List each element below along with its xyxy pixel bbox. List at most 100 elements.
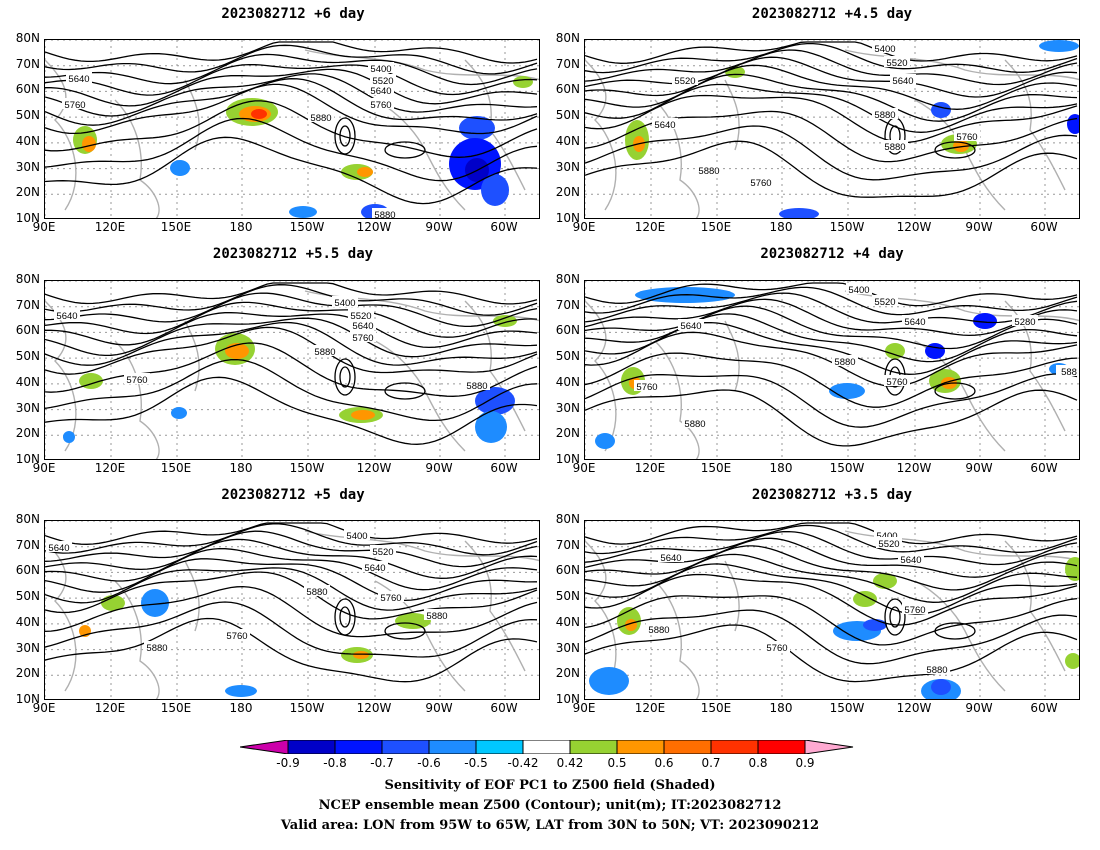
contour-label-bg — [370, 545, 396, 556]
coastline — [1004, 540, 1066, 672]
colorbar-tick-label: 0.5 — [607, 756, 627, 770]
z500-closed-contour — [334, 358, 356, 396]
z500-contour — [585, 553, 1078, 603]
lon-tick-label: 150W — [829, 220, 865, 234]
z500-contour — [45, 585, 538, 638]
sensitivity-shade — [1067, 114, 1079, 134]
lon-tick-label: 60W — [490, 220, 518, 234]
contour-label: 5640 — [364, 563, 385, 574]
z500-contour — [585, 140, 1078, 198]
z500-contour — [45, 301, 538, 338]
contour-label: 5640 — [900, 555, 921, 566]
lat-tick-label: 60N — [555, 82, 580, 97]
lat-tick-label: 40N — [15, 614, 40, 629]
sensitivity-shade — [475, 411, 507, 443]
caption-line-1: Sensitivity of EOF PC1 to Z500 field (Sh… — [384, 778, 716, 793]
contour-label-bg — [368, 62, 394, 73]
caption-line-3: Valid area: LON from 95W to 65W, LAT fro… — [280, 818, 820, 833]
colorbar — [240, 740, 854, 754]
sensitivity-shade — [1039, 40, 1079, 52]
map-panel-1: 5400 5520 5640 5760 5880 5640 5760 5880 — [44, 39, 540, 219]
lat-tick-label: 40N — [555, 614, 580, 629]
sensitivity-shade — [79, 373, 103, 389]
contour-label-bg — [350, 331, 376, 342]
z500-contour — [585, 522, 1078, 545]
contour-label: 5880 — [466, 381, 487, 392]
z500-contour — [585, 83, 1078, 133]
map-panel-4: 5400 5520 5640 5280 5640 5760 5880 5760 5880 588 — [584, 280, 1080, 460]
z500-contour — [585, 41, 1078, 64]
z500-contour — [45, 601, 538, 658]
coastline — [654, 340, 700, 459]
coastline — [45, 59, 77, 211]
lat-tick-label: 50N — [555, 349, 580, 364]
contour-label-bg — [652, 118, 678, 129]
sensitivity-shade — [101, 595, 125, 611]
lon-tick-label: 180 — [769, 701, 793, 715]
contour-label-bg — [902, 315, 928, 326]
colorbar-swatch — [334, 740, 383, 754]
lat-tick-label: 80N — [555, 512, 580, 526]
contour-label: 5640 — [892, 76, 913, 87]
contour-label: 5520 — [674, 76, 695, 87]
contour-label: 5880 — [374, 210, 395, 219]
colorbar-max-arrow — [804, 740, 854, 754]
colorbar-swatch — [522, 740, 571, 754]
contour-label: 5400 — [346, 531, 367, 542]
z500-contour — [585, 573, 1078, 626]
lat-tick-label: 70N — [15, 297, 40, 312]
lat-tick-label: 70N — [555, 537, 580, 552]
lon-tick-label: 90E — [32, 220, 56, 234]
contour-label-bg — [124, 373, 150, 384]
contour-label: 5880 — [314, 347, 335, 358]
coastline — [585, 540, 617, 692]
lon-tick-label: 120E — [94, 461, 126, 475]
caption-line-2: NCEP ensemble mean Z500 (Contour); unit(… — [318, 798, 782, 813]
map-canvas: 5400 5520 5640 5520 5640 5760 5880 5760 5880 5880 — [585, 40, 1079, 218]
z500-closed-contour — [339, 606, 351, 628]
coastline — [114, 580, 160, 699]
lon-tick-label: 90E — [572, 461, 596, 475]
lat-tick-label: 10N — [15, 211, 40, 225]
colorbar-swatch — [710, 740, 759, 754]
lon-tick-label: 150E — [160, 701, 192, 715]
sensitivity-shade — [973, 313, 997, 329]
panel-title-6: 2023082712 +3.5 day — [751, 487, 913, 503]
z500-closed-contour — [934, 141, 976, 159]
panel-title-4: 2023082712 +4 day — [760, 246, 904, 262]
lon-tick-label: 120E — [634, 220, 666, 234]
lat-tick-label: 20N — [555, 426, 580, 441]
z500-contour — [585, 42, 1078, 74]
z500-contour — [45, 282, 538, 305]
z500-contour — [45, 321, 538, 366]
z500-contour — [45, 547, 538, 591]
contour-label-bg — [378, 591, 404, 602]
colorbar-tick-label: -0.42 — [507, 756, 539, 770]
contour-label-bg — [682, 417, 708, 428]
z500-contour — [45, 53, 538, 86]
sensitivity-shade — [513, 76, 533, 88]
colorbar-tick-label: 0.6 — [654, 756, 674, 770]
sensitivity-shade — [351, 410, 375, 420]
lat-tick-label: 10N — [15, 452, 40, 466]
contour-label: 5880 — [874, 110, 895, 121]
contour-label-bg — [658, 551, 684, 562]
z500-contour — [45, 530, 538, 568]
sensitivity-shade — [931, 679, 951, 695]
lat-tick-label: 60N — [555, 323, 580, 338]
lat-tick-label: 70N — [555, 297, 580, 312]
sensitivity-shade — [1065, 653, 1079, 669]
z500-contour — [45, 358, 538, 422]
contour-label: 5880 — [426, 611, 447, 622]
contour-label: 5640 — [48, 543, 69, 554]
z500-contour — [585, 530, 1078, 566]
lon-tick-label: 150E — [700, 461, 732, 475]
lat-tick-label: 10N — [555, 692, 580, 706]
contour-label: 5400 — [334, 298, 355, 309]
coastline — [724, 560, 740, 632]
contour-label: 5640 — [654, 120, 675, 131]
z500-contour — [45, 68, 538, 107]
sensitivity-shade — [353, 651, 369, 659]
